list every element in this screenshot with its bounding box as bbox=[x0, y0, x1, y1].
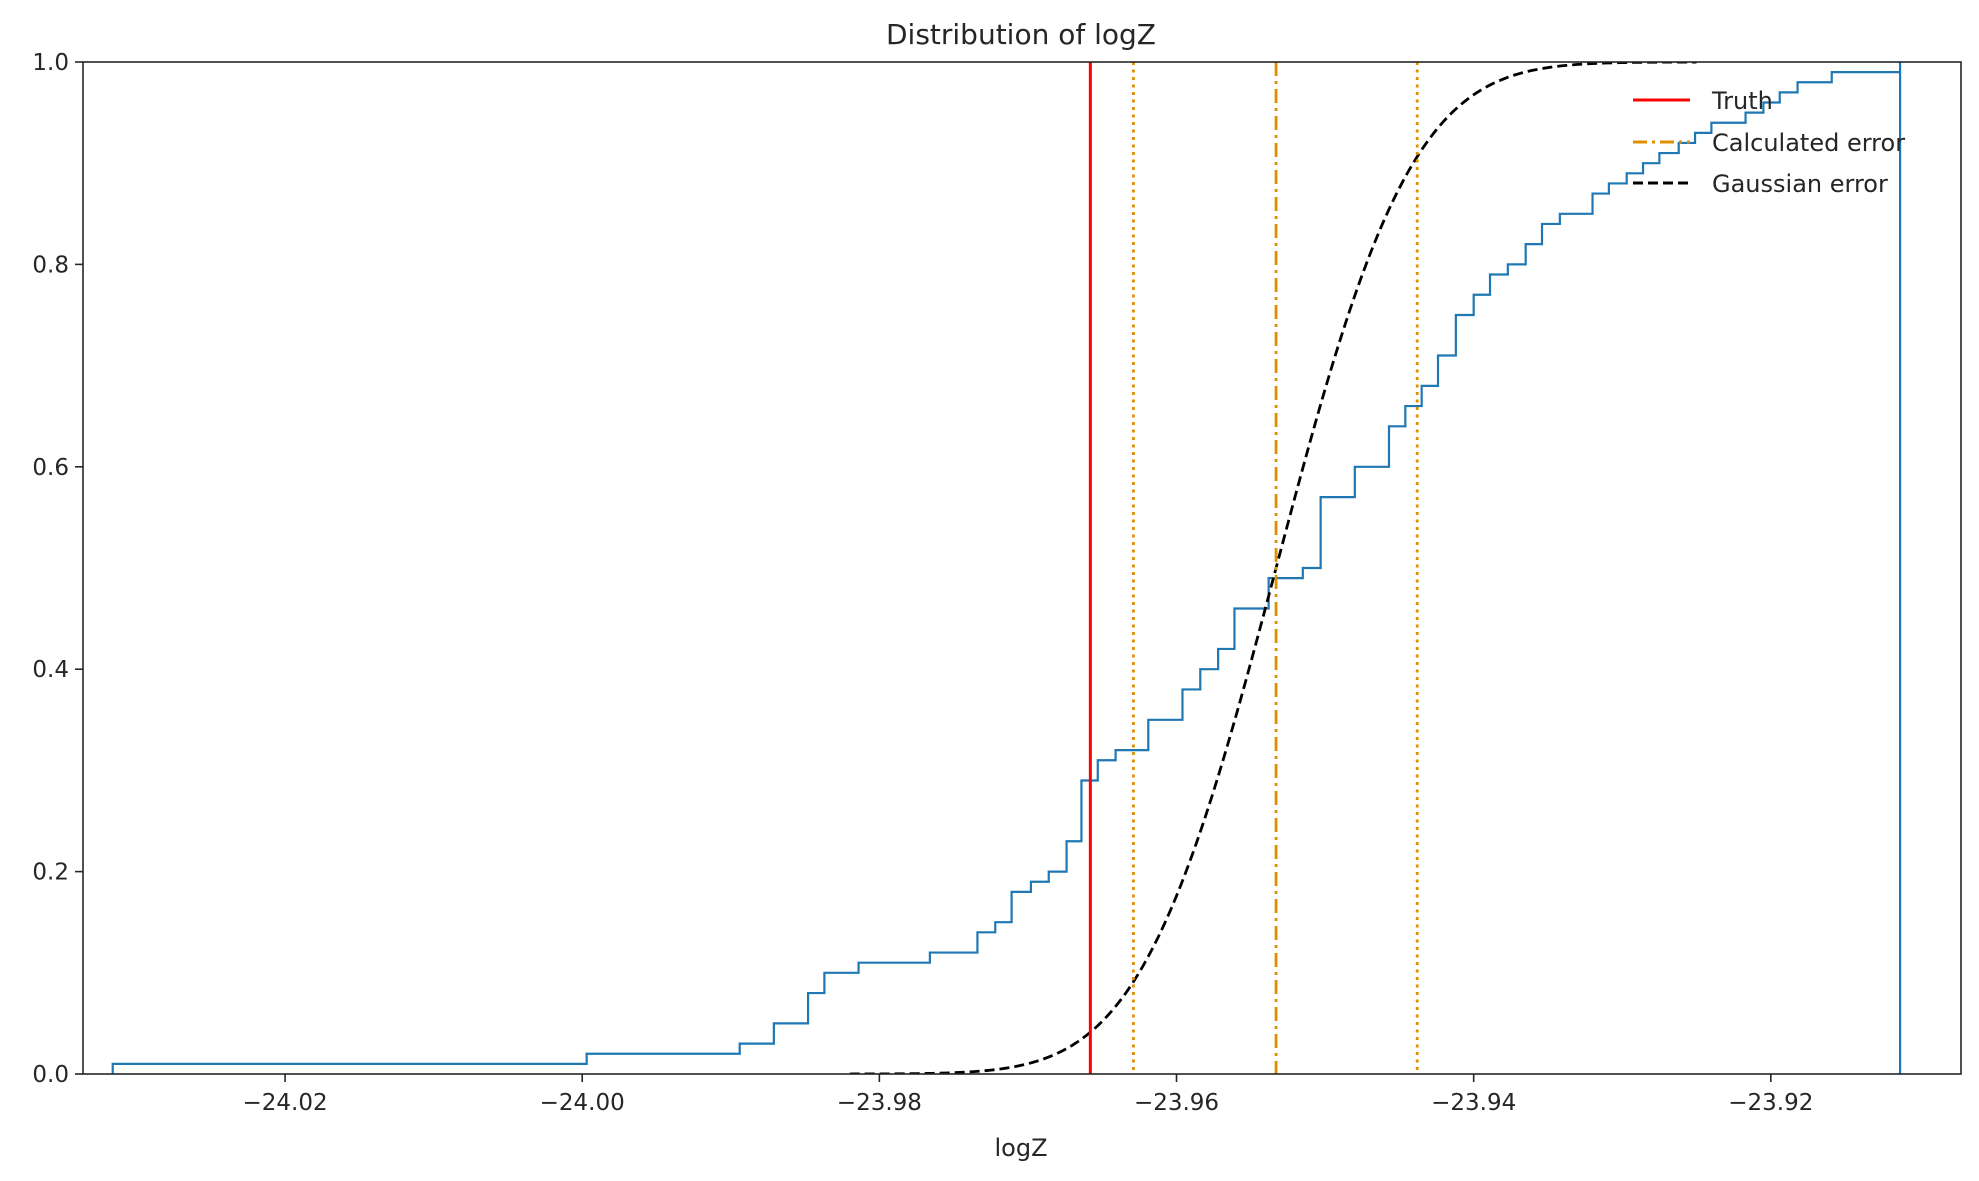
x-tick-label-2: −23.98 bbox=[837, 1090, 922, 1116]
gaussian-error-series bbox=[849, 62, 1697, 1074]
chart-title: Distribution of logZ bbox=[886, 18, 1156, 51]
x-tick-label-1: −24.00 bbox=[540, 1090, 625, 1116]
empirical-cdf-series bbox=[111, 62, 1902, 1074]
legend-label-0: Truth bbox=[1711, 87, 1773, 115]
y-tick-label-0: 0.0 bbox=[32, 1062, 69, 1088]
plot-area bbox=[111, 62, 1902, 1074]
x-tick-label-4: −23.94 bbox=[1431, 1090, 1516, 1116]
legend: Truth Calculated error Gaussian error bbox=[1633, 87, 1905, 198]
plot-clip-group bbox=[111, 62, 1902, 1074]
y-tick-label-4: 0.8 bbox=[32, 252, 69, 278]
legend-label-2: Gaussian error bbox=[1712, 170, 1888, 198]
x-tick-label-0: −24.02 bbox=[243, 1090, 328, 1116]
legend-label-1: Calculated error bbox=[1712, 129, 1905, 157]
x-tick-label-3: −23.96 bbox=[1134, 1090, 1219, 1116]
y-tick-label-5: 1.0 bbox=[32, 50, 69, 76]
y-tick-label-2: 0.4 bbox=[32, 657, 69, 683]
x-axis-label: logZ bbox=[994, 1134, 1047, 1162]
x-tick-label-5: −23.92 bbox=[1728, 1090, 1813, 1116]
axes-frame bbox=[82, 61, 1962, 1075]
y-tick-label-3: 0.6 bbox=[32, 455, 69, 481]
axes: −24.02 −24.00 −23.98 −23.96 −23.94 −23.92 0.0 0… bbox=[32, 50, 1962, 1116]
y-tick-label-1: 0.2 bbox=[32, 860, 69, 886]
